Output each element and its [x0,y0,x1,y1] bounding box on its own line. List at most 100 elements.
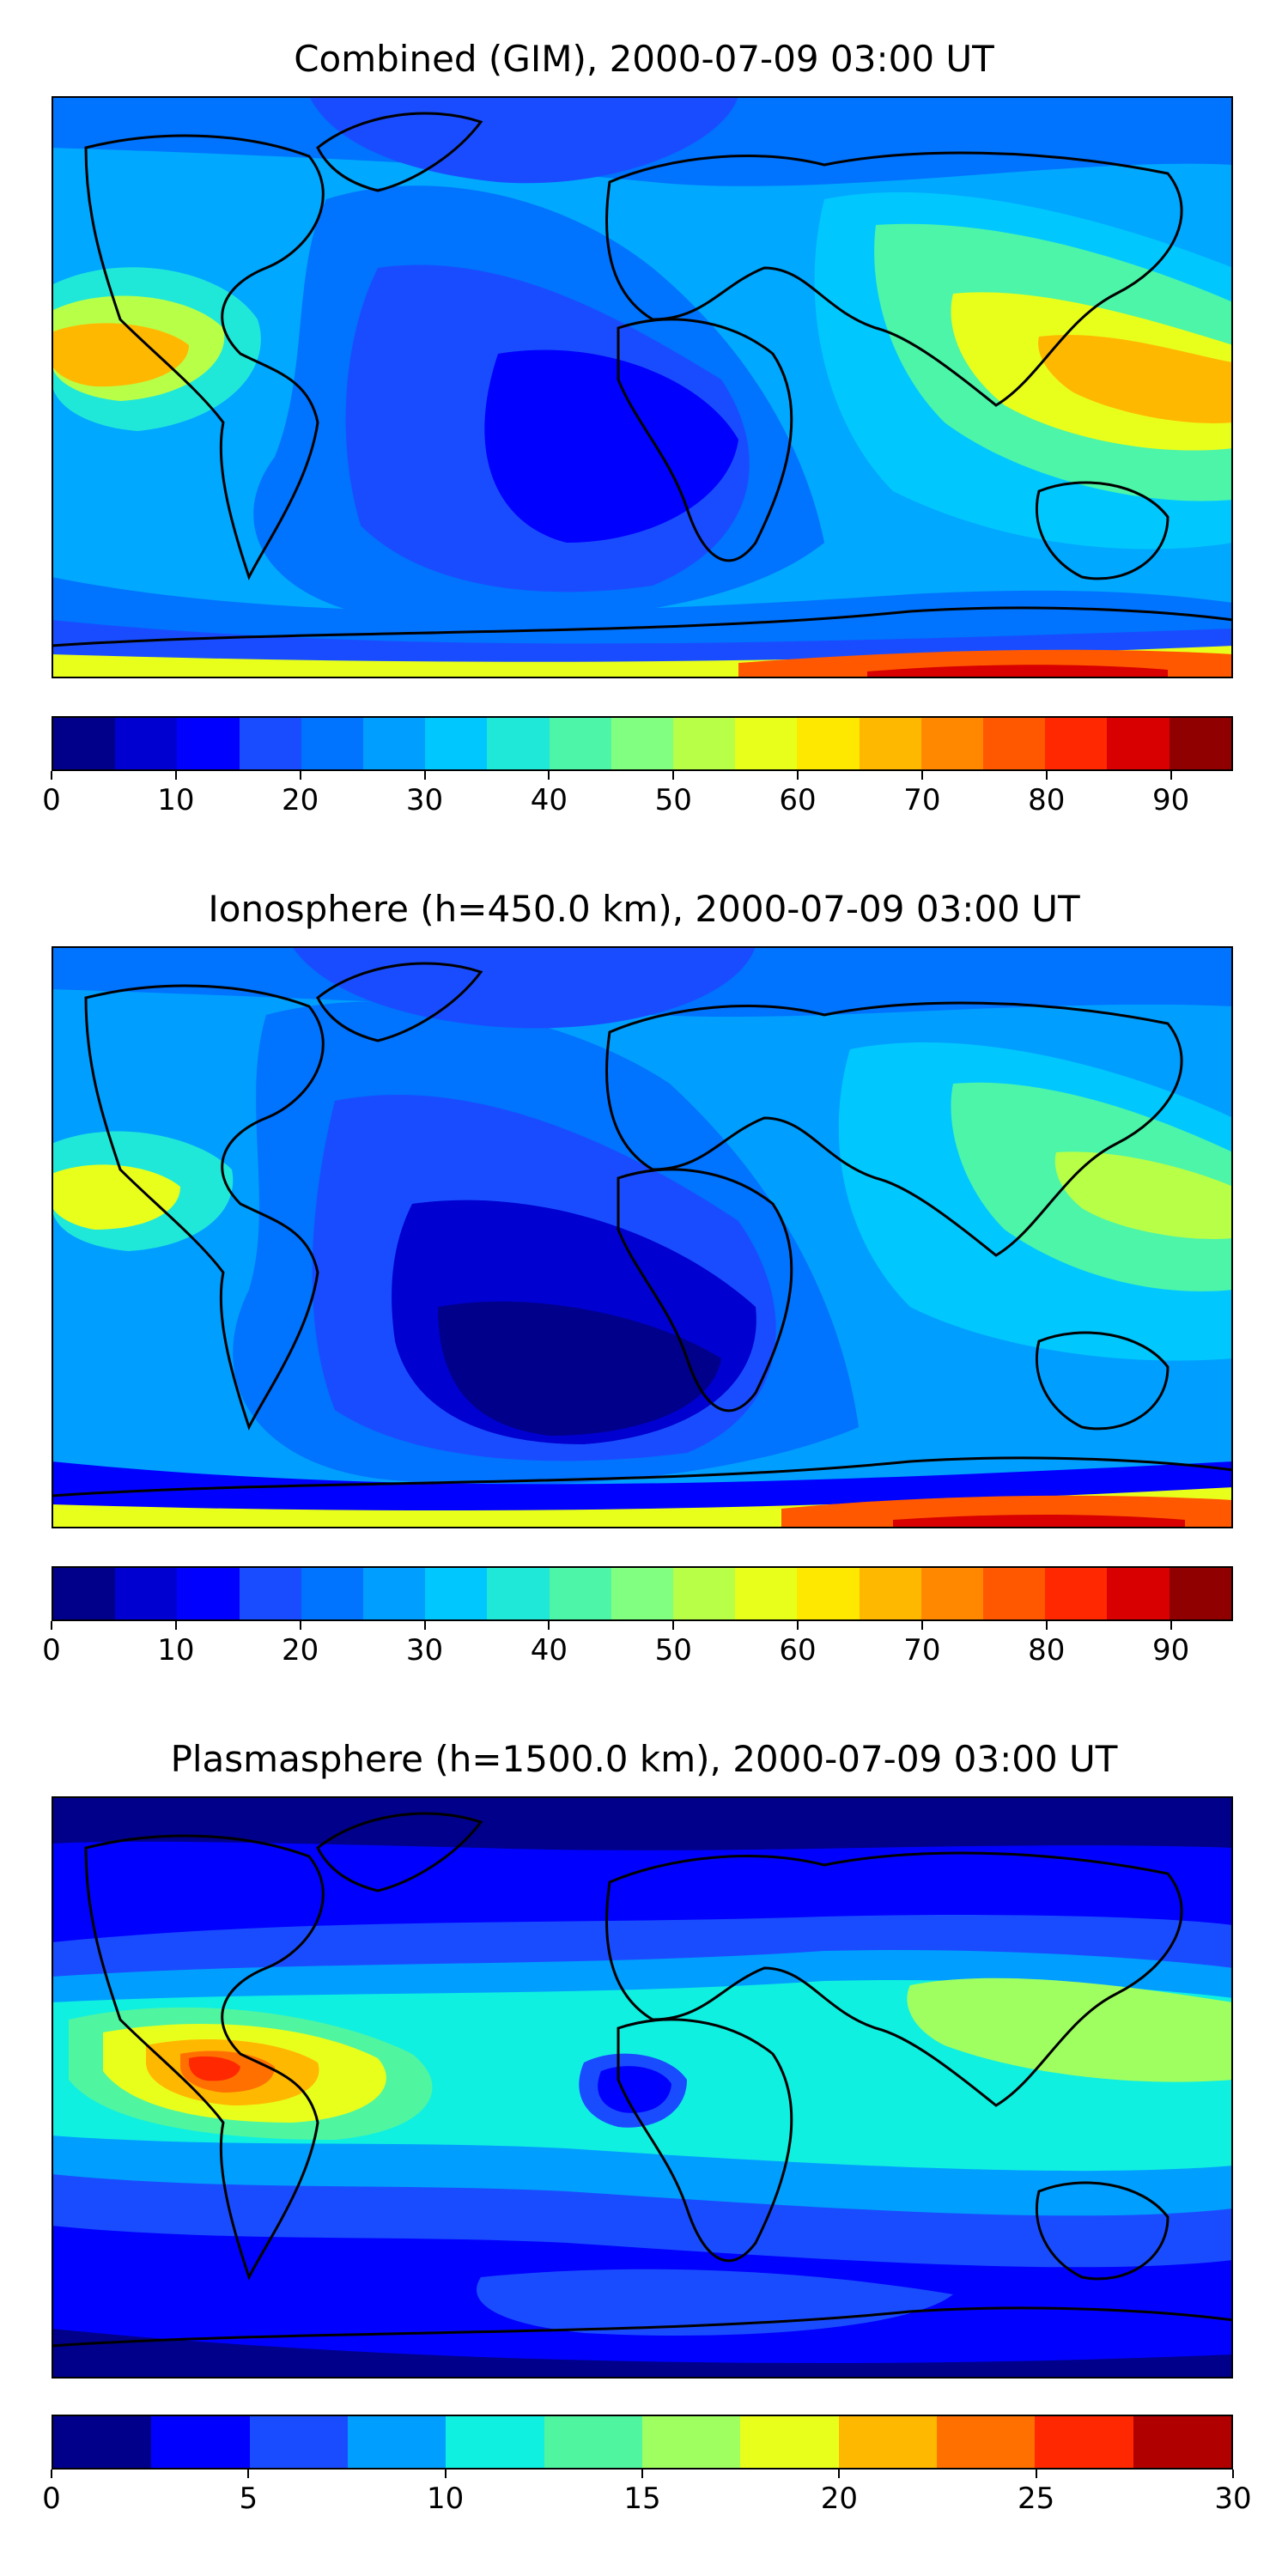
colorbar-segment [1133,2416,1231,2468]
colorbar-tick [423,1621,426,1630]
colorbar-tick [247,2470,250,2478]
colorbar-tick-label: 0 [42,2482,61,2516]
colorbar-tick-label: 70 [903,1633,941,1668]
colorbar-segment [549,1568,611,1619]
colorbar-tick [641,2470,643,2478]
colorbar-segment [936,2416,1036,2468]
colorbar-tick [51,1621,52,1630]
colorbar-segment [740,2416,839,2468]
colorbar-tick [1170,1621,1172,1630]
colorbar-segment [347,2416,447,2468]
colorbar-plasmasphere [52,2415,1233,2470]
colorbar-tick [51,771,52,780]
colorbar-tick [920,771,923,780]
colorbar-tick [672,771,675,780]
colorbar-segment [487,1568,550,1619]
colorbar-segment [425,1568,488,1619]
colorbar-segment [673,718,736,769]
colorbar-segment [53,718,116,769]
colorbar-segment [301,1568,364,1619]
colorbar-tick-label: 30 [405,1633,444,1668]
colorbar-tick-label: 90 [1151,783,1190,817]
colorbar-tick-label: 40 [530,783,568,817]
colorbar-tick-label: 70 [903,783,941,817]
colorbar-segment [859,1568,921,1619]
colorbar-ticks-combined: 0 10 20 30 40 50 60 70 80 90 [42,771,1233,823]
colorbar-tick [423,771,426,780]
colorbar-segment [249,2416,348,2468]
colorbar-segment [735,1568,798,1619]
colorbar-ticks-ionosphere: 0 10 20 30 40 50 60 70 80 90 [42,1621,1233,1673]
colorbar-tick-label: 10 [157,1633,195,1668]
colorbar-tick-label: 60 [779,1633,817,1668]
colorbar-tick-label: 30 [1214,2482,1252,2516]
colorbar-tick [299,771,301,780]
colorbar-segment [1169,1568,1231,1619]
colorbar-tick [672,1621,675,1630]
panel-title-plasmasphere: Plasmasphere (h=1500.0 km), 2000-07-09 0… [170,1738,1118,1780]
colorbar-tick [1232,2470,1234,2478]
colorbar-segment [797,1568,860,1619]
colorbar-tick [1170,771,1172,780]
colorbar-tick [1045,1621,1048,1630]
colorbar-segment [363,1568,426,1619]
colorbar-combined [52,716,1233,771]
colorbar-tick-label: 0 [42,1633,61,1668]
colorbar-segment [1045,718,1108,769]
colorbar-tick [838,2470,841,2478]
colorbar-segment [735,718,798,769]
colorbar-segment [177,718,240,769]
colorbar-tick [797,771,799,780]
colorbar-segment [611,1568,674,1619]
colorbar-segment [53,2416,152,2468]
colorbar-tick-label: 60 [779,783,817,817]
panel-title-combined: Combined (GIM), 2000-07-09 03:00 UT [294,38,994,80]
colorbar-tick-label: 80 [1028,1633,1066,1668]
colorbar-segment [673,1568,736,1619]
colorbar-segment [487,718,550,769]
colorbar-segment [920,1568,984,1619]
colorbar-segment [446,2416,544,2468]
colorbar-tick [920,1621,923,1630]
colorbar-tick [548,1621,550,1630]
colorbar-tick [444,2470,447,2478]
colorbar-tick-label: 50 [654,1633,692,1668]
colorbar-segment [838,2416,937,2468]
colorbar-tick [51,2470,52,2478]
colorbar-segment [53,1568,116,1619]
colorbar-segment [641,2416,741,2468]
map-combined [52,96,1233,678]
colorbar-segment [1045,1568,1108,1619]
colorbar-tick-label: 40 [530,1633,568,1668]
colorbar-tick-label: 25 [1018,2482,1055,2516]
colorbar-tick-label: 10 [427,2482,465,2516]
colorbar-segment [363,718,426,769]
colorbar-tick-label: 0 [42,783,61,817]
colorbar-tick [1035,2470,1037,2478]
colorbar-tick-label: 20 [282,783,319,817]
colorbar-segment [983,718,1046,769]
colorbar-segment [115,718,178,769]
colorbar-tick-label: 50 [654,783,692,817]
colorbar-tick-label: 20 [282,1633,319,1668]
colorbar-segment [1107,718,1170,769]
colorbar-tick [174,771,177,780]
colorbar-segment [983,1568,1046,1619]
colorbar-segment [301,718,364,769]
colorbar-segment [544,2416,642,2468]
colorbar-segment [611,718,674,769]
panel-title-ionosphere: Ionosphere (h=450.0 km), 2000-07-09 03:0… [208,888,1080,930]
colorbar-segment [239,718,301,769]
colorbar-tick-label: 90 [1151,1633,1190,1668]
colorbar-segment [1035,2416,1133,2468]
colorbar-segment [859,718,921,769]
colorbar-tick [1045,771,1048,780]
colorbar-ticks-plasmasphere: 0 5 10 15 20 25 30 [42,2470,1252,2521]
colorbar-segment [920,718,984,769]
colorbar-tick [797,1621,799,1630]
colorbar-segment [239,1568,301,1619]
map-ionosphere [52,946,1233,1528]
colorbar-segment [177,1568,240,1619]
colorbar-tick-label: 80 [1028,783,1066,817]
map-plasmasphere [52,1796,1233,2379]
